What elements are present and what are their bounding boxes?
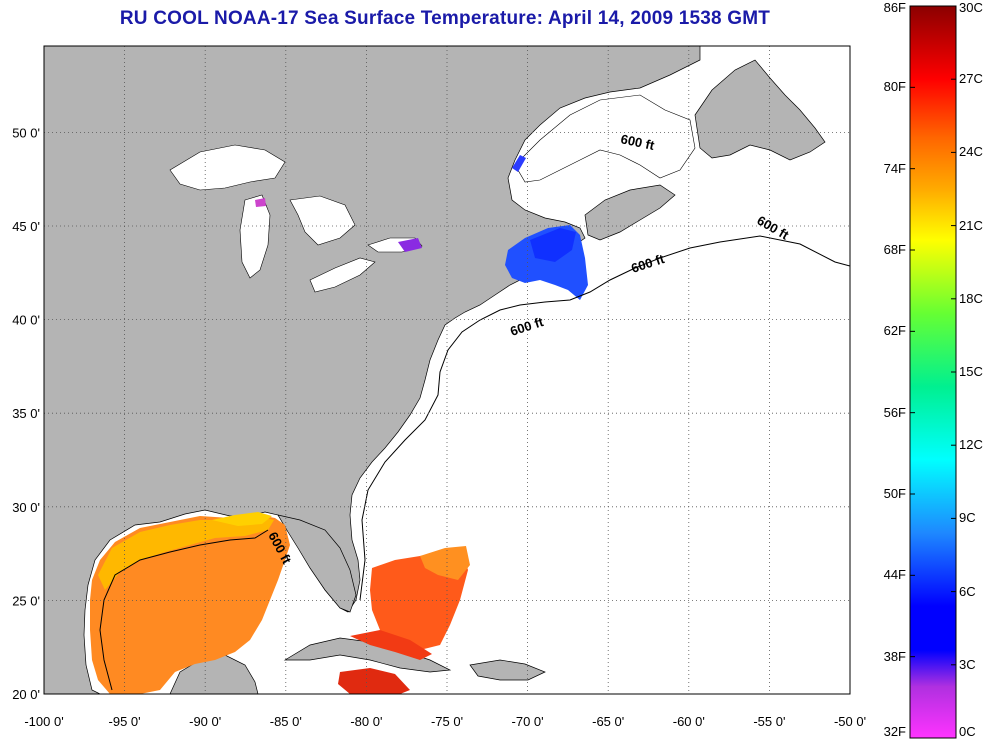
colorbar-celsius-label: 9C: [959, 510, 976, 526]
latitude-label: 30 0': [12, 500, 40, 515]
latitude-label: 50 0': [12, 125, 40, 140]
map-frame: [43, 45, 851, 695]
map-title: RU COOL NOAA-17 Sea Surface Temperature:…: [119, 8, 771, 29]
gulf-st-lawrence: [514, 94, 696, 183]
gulf-nearshore-sst: [212, 512, 272, 526]
longitude-label: -90 0': [189, 714, 221, 729]
lake-superior: [169, 144, 286, 191]
isobath-600ft-gulf: [99, 529, 269, 691]
longitude-label: -75 0': [431, 714, 463, 729]
longitude-label: -100 0': [24, 714, 63, 729]
colorbar-celsius-label: 24C: [959, 144, 983, 160]
colorbar-celsius-label: 30C: [959, 0, 983, 15]
colorbar-celsius-label: 18C: [959, 290, 983, 306]
cuba-north-sst: [350, 630, 432, 660]
colorbar-celsius-label: 3C: [959, 656, 976, 672]
colorbar: [909, 5, 957, 739]
colorbar-celsius-label: 21C: [959, 217, 983, 233]
gulf-shelf-sst: [98, 516, 274, 590]
colorbar-fahrenheit-label: 38F: [883, 648, 906, 664]
cuba-land: [283, 637, 452, 673]
longitude-label: -80 0': [350, 714, 382, 729]
colorbar-celsius-label: 27C: [959, 71, 983, 87]
hispaniola-land: [469, 659, 546, 681]
nova-scotia-land: [584, 184, 676, 241]
longitude-label: -65 0': [592, 714, 624, 729]
lake-superior-sst: [255, 198, 266, 207]
colorbar-fahrenheit-label: 32F: [883, 724, 906, 739]
yucatan-land: [169, 654, 259, 694]
latitude-label: 40 0': [12, 313, 40, 328]
longitude-label: -60 0': [673, 714, 705, 729]
isobath-label: 600 ft: [619, 131, 656, 153]
lake-huron: [289, 195, 356, 246]
colorbar-fahrenheit-label: 56F: [883, 404, 906, 420]
newfoundland-land: [694, 59, 826, 161]
st-lawrence-sst: [512, 155, 526, 172]
colorbar-fahrenheit-label: 44F: [883, 567, 906, 583]
colorbar-fahrenheit-label: 80F: [883, 79, 906, 95]
colorbar-celsius-label: 12C: [959, 437, 983, 453]
gulf-of-maine-sst-deep: [530, 228, 576, 262]
graticule: [44, 46, 850, 694]
latitude-label: 45 0': [12, 219, 40, 234]
colorbar-fahrenheit-label: 62F: [883, 323, 906, 339]
latitude-label: 20 0': [12, 687, 40, 702]
latitude-label: 35 0': [12, 406, 40, 421]
longitude-label: -95 0': [109, 714, 141, 729]
longitude-label: -70 0': [512, 714, 544, 729]
colorbar-celsius-label: 0C: [959, 724, 976, 739]
lake-erie: [309, 257, 376, 293]
lake-ontario-sst: [398, 238, 422, 252]
longitude-label: -50 0': [834, 714, 866, 729]
colorbar-celsius-label: 6C: [959, 583, 976, 599]
isobath-600ft: [359, 235, 850, 601]
colorbar-celsius-label: 15C: [959, 364, 983, 379]
florida-land: [277, 514, 357, 613]
latitude-label: 25 0': [12, 593, 40, 608]
colorbar-fahrenheit-label: 86F: [883, 0, 906, 15]
cuba-south-sst: [338, 668, 410, 694]
colorbar-fahrenheit-label: 50F: [883, 486, 906, 501]
colorbar-fahrenheit-label: 68F: [883, 242, 906, 257]
longitude-label: -55 0': [753, 714, 785, 729]
longitude-label: -85 0': [270, 714, 302, 729]
bahamas-sst-north: [420, 546, 470, 580]
north-america-land: [44, 46, 701, 694]
colorbar-fahrenheit-label: 74F: [883, 160, 906, 176]
